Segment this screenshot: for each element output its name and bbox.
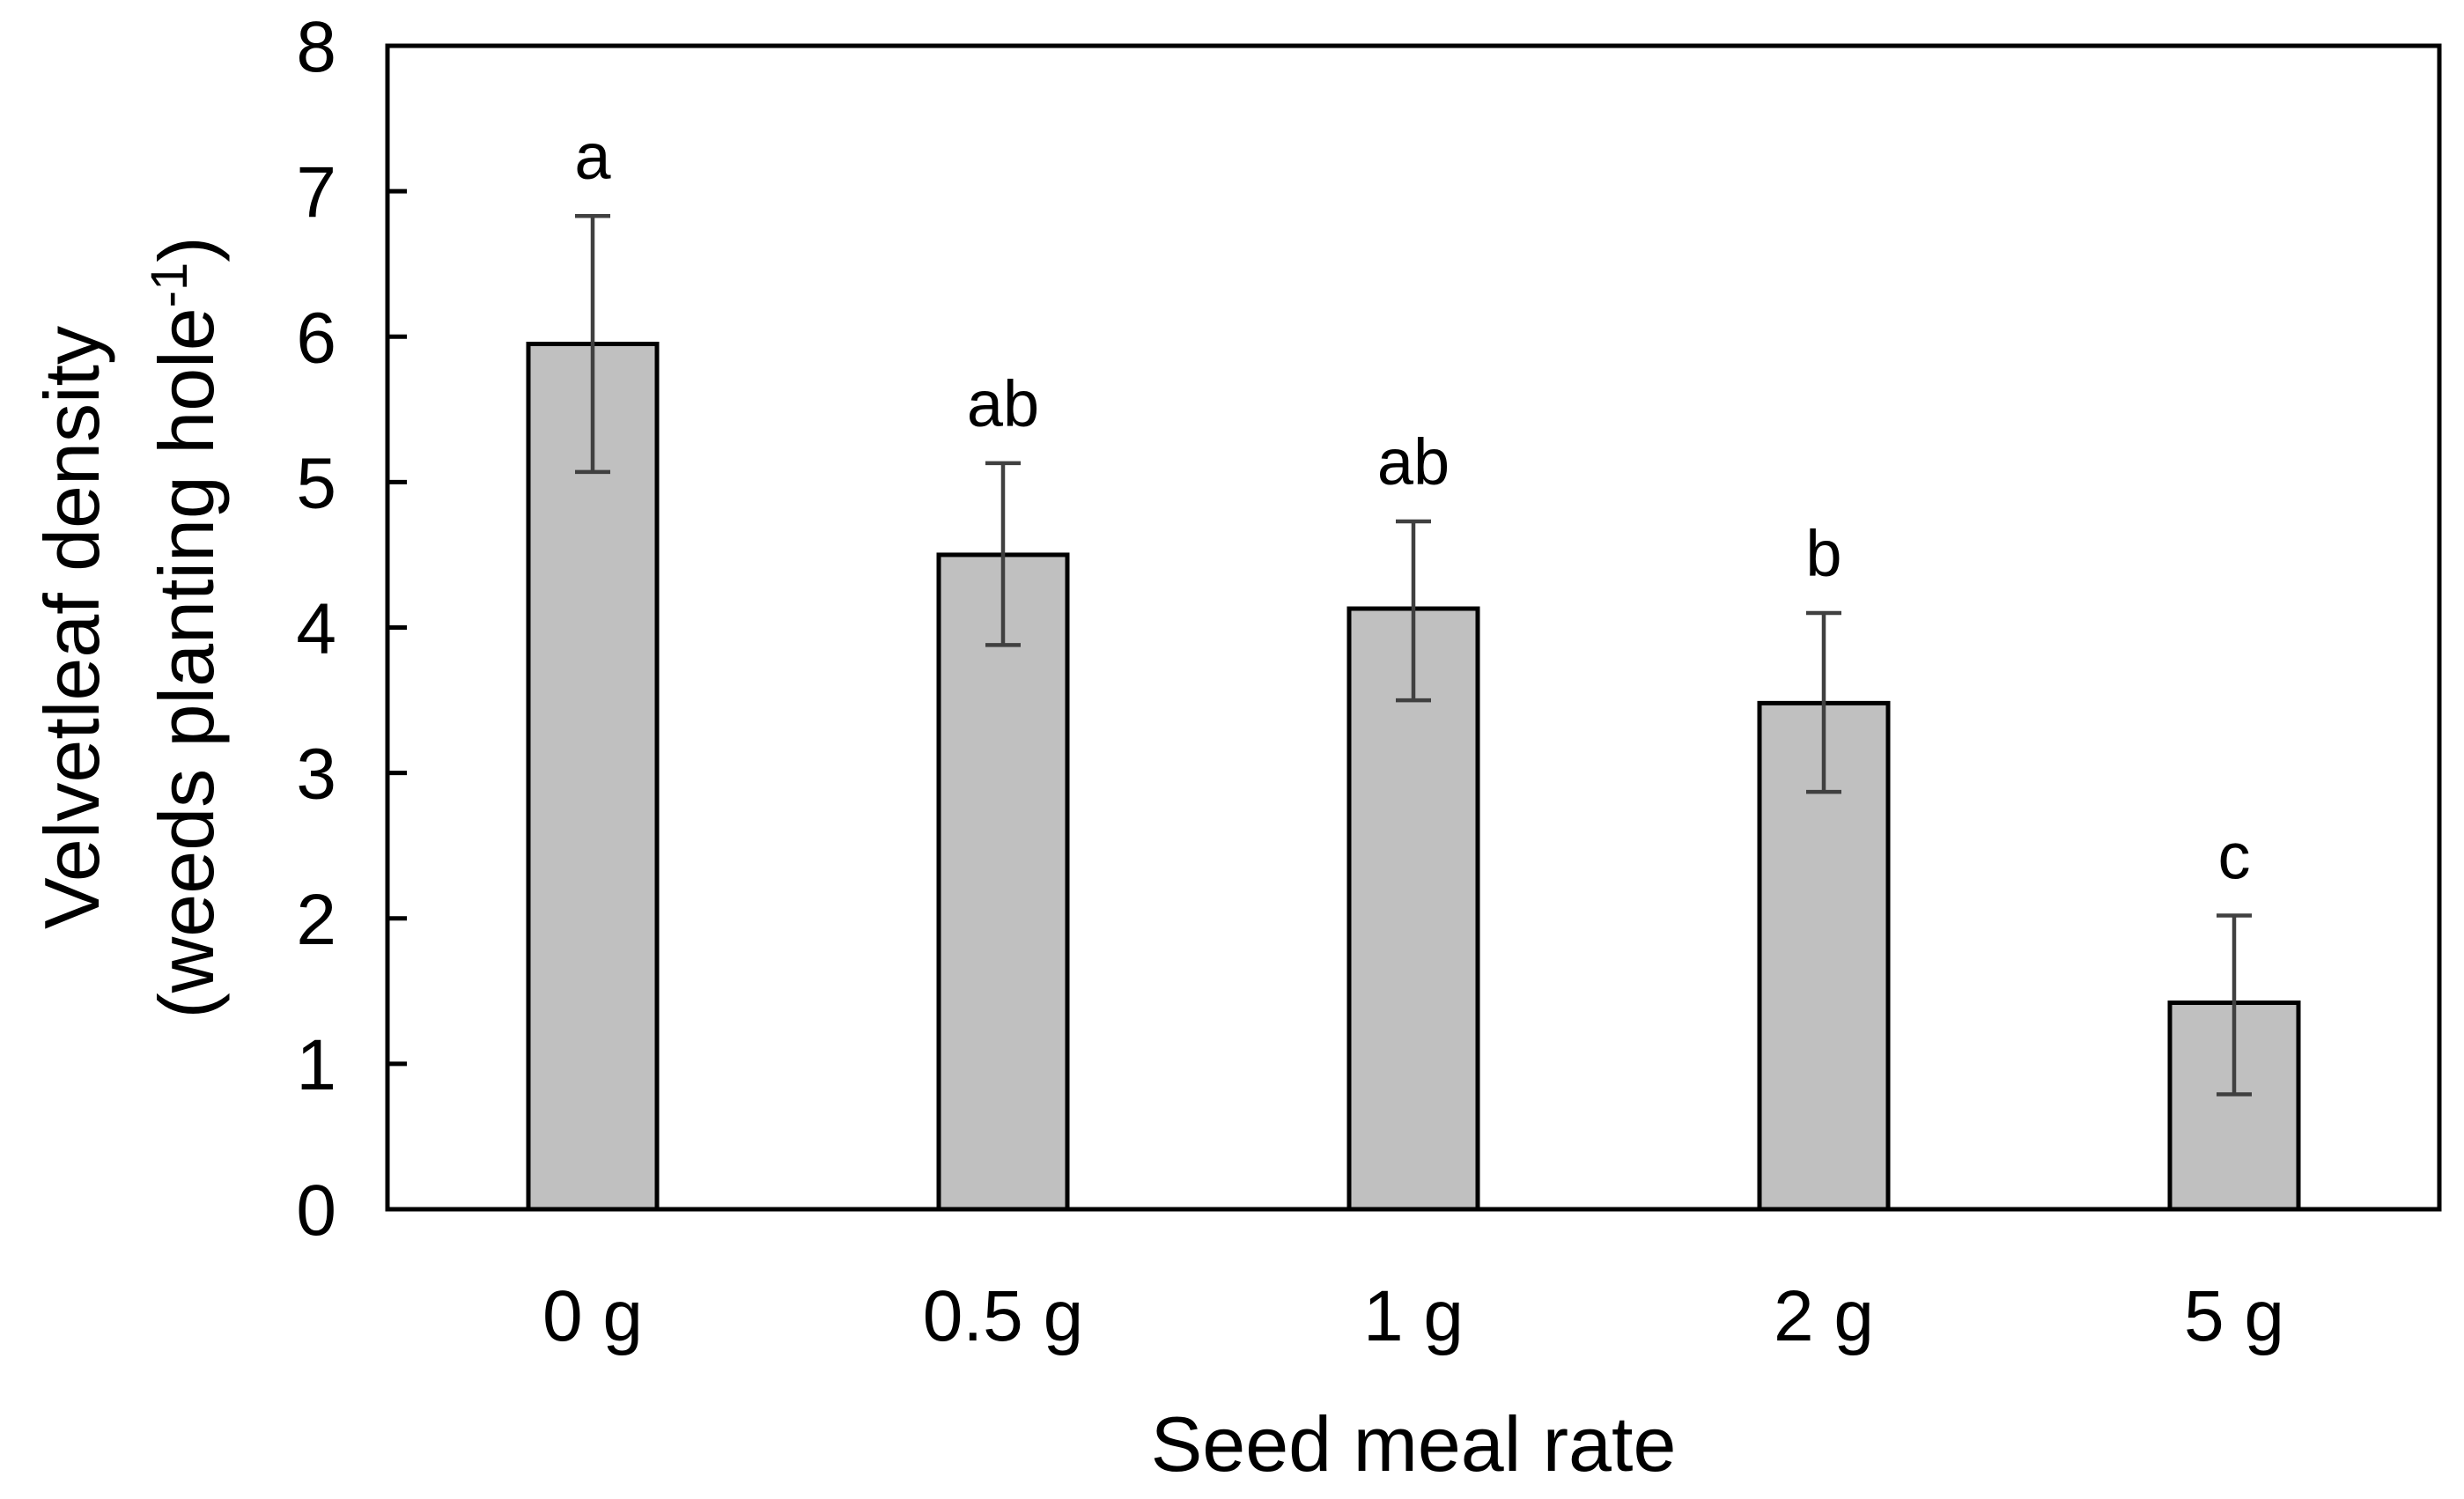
y-axis-title-superscript: -1: [141, 262, 198, 308]
y-tick-label: 6: [296, 298, 336, 378]
significance-label: ab: [967, 367, 1039, 440]
y-tick-label: 7: [296, 152, 336, 233]
bar: [936, 552, 1070, 1212]
y-tick-label: 3: [296, 735, 336, 815]
x-tick-label: 1 g: [1363, 1276, 1464, 1356]
y-tick-label: 1: [296, 1025, 336, 1105]
x-axis: 0 g 0.5 g 1 g 2 g 5 g: [542, 1276, 2284, 1356]
y-axis-title-units: (weeds planting hole: [143, 307, 230, 1018]
error-bars-layer: [575, 213, 2252, 1097]
y-axis: 0 1 2 3 4 5 6 7 8: [296, 7, 407, 1251]
y-tick-label: 8: [296, 7, 336, 87]
significance-label: a: [574, 120, 611, 193]
x-tick-label: 0 g: [542, 1276, 643, 1356]
x-tick-label: 5 g: [2184, 1276, 2284, 1356]
y-tick-label: 2: [296, 880, 336, 960]
x-tick-label: 2 g: [1774, 1276, 1874, 1356]
y-axis-title-line-1: Velvetleaf density: [28, 326, 115, 929]
bar: [526, 342, 660, 1212]
y-axis-title-close-paren: ): [143, 236, 230, 262]
bar: [1757, 700, 1891, 1212]
y-tick-label: 4: [296, 589, 336, 669]
x-axis-title: Seed meal rate: [1151, 1400, 1677, 1488]
y-tick-label: 5: [296, 443, 336, 523]
y-axis-title: Velvetleaf density (weeds planting hole-…: [28, 236, 230, 1018]
y-tick-label: 0: [296, 1170, 336, 1251]
x-tick-label: 0.5 g: [923, 1276, 1083, 1356]
significance-labels-layer: a ab ab b c: [574, 120, 2250, 892]
significance-label: c: [2218, 819, 2251, 892]
y-axis-title-line-2: (weeds planting hole-1): [141, 236, 230, 1018]
significance-label: ab: [1377, 425, 1450, 498]
significance-label: b: [1805, 517, 1841, 590]
